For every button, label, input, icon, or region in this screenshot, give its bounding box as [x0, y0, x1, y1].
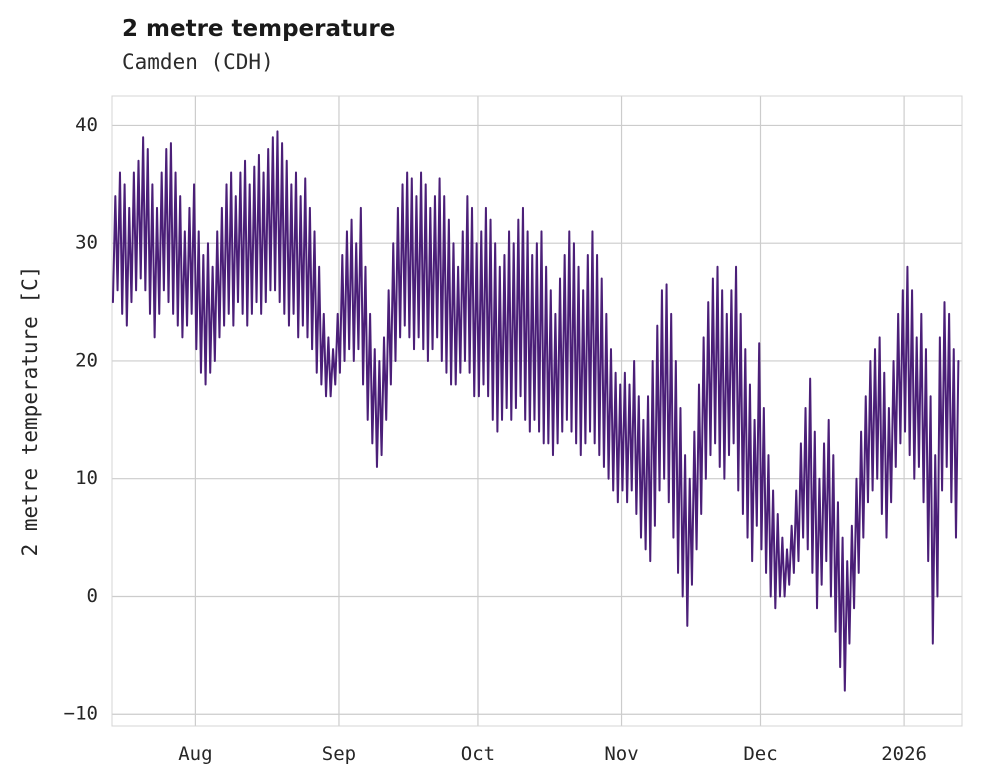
- y-tick-label: 20: [75, 349, 98, 371]
- y-tick-label: 0: [87, 585, 98, 607]
- y-tick-label: 30: [75, 232, 98, 254]
- y-axis-label: 2 metre temperature [C]: [18, 265, 42, 557]
- x-tick-label: 2026: [881, 743, 927, 765]
- chart-subtitle: Camden (CDH): [122, 50, 274, 74]
- x-tick-label: Nov: [604, 743, 638, 765]
- x-tick-label: Dec: [743, 743, 777, 765]
- x-tick-label: Oct: [461, 743, 495, 765]
- x-tick-label: Aug: [178, 743, 212, 765]
- temperature-series-line: [111, 130, 960, 692]
- y-tick-label: 10: [75, 467, 98, 489]
- plot-frame: [111, 95, 963, 727]
- chart-title: 2 metre temperature: [122, 16, 396, 42]
- y-tick-label: −10: [64, 703, 98, 725]
- x-tick-label: Sep: [322, 743, 356, 765]
- y-tick-label: 40: [75, 114, 98, 136]
